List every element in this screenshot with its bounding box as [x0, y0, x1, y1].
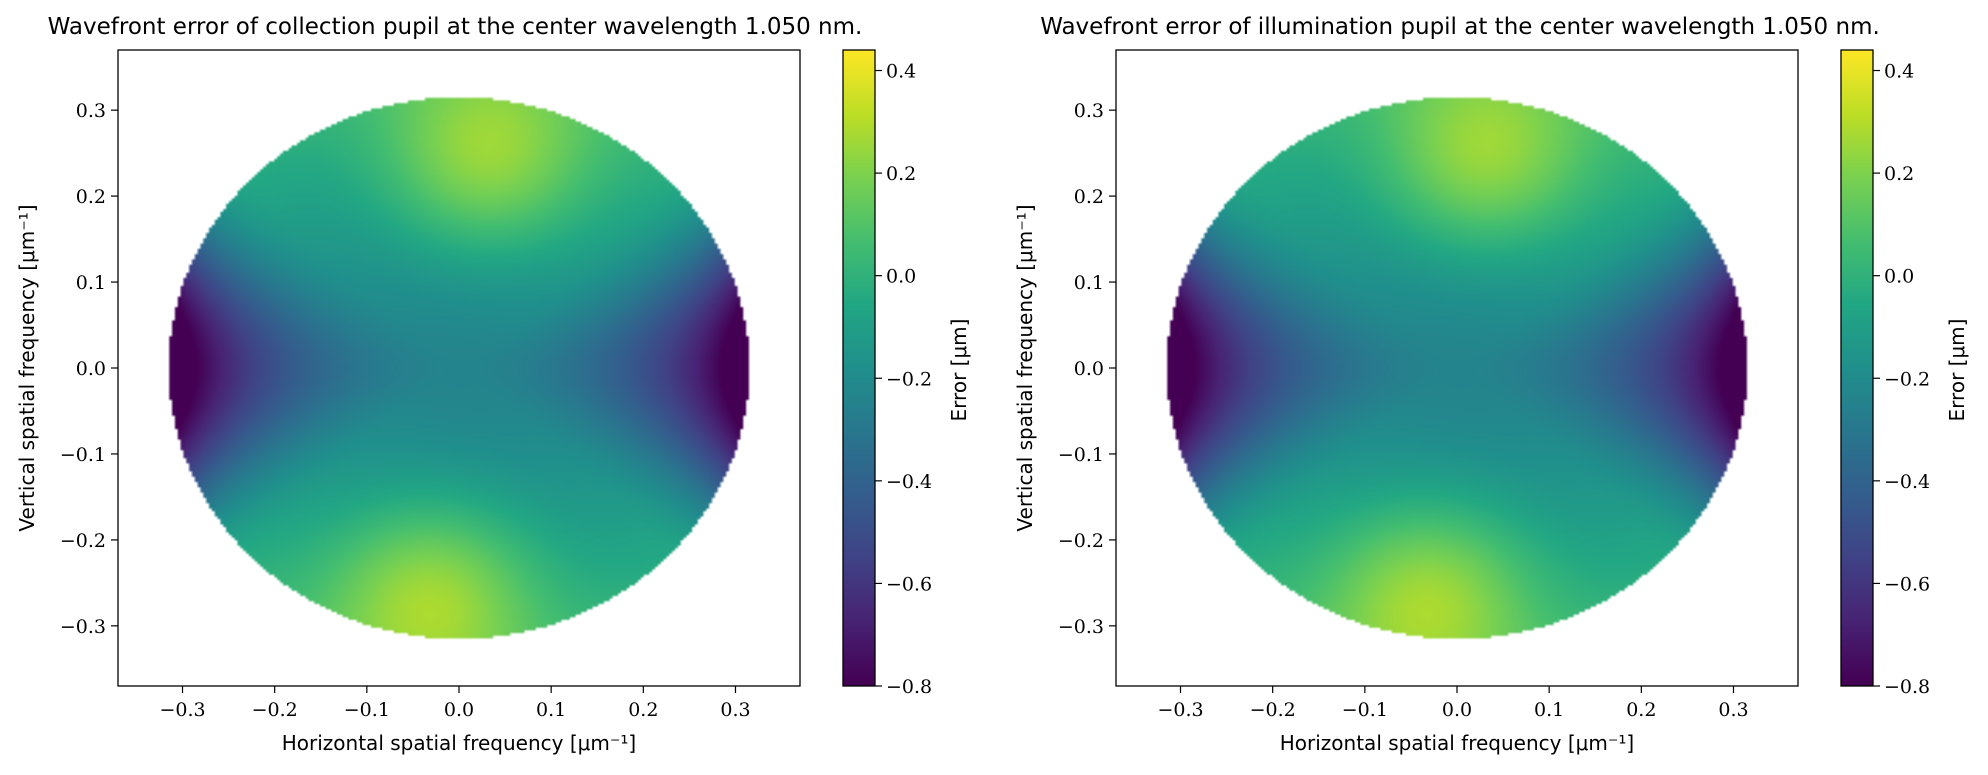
colorbar-tick-label: 0.0	[1884, 266, 1914, 288]
colorbar-tick-label: 0.2	[1884, 163, 1914, 185]
y-tick-label: 0.1	[1074, 272, 1104, 294]
y-tick-label: −0.1	[1058, 444, 1104, 466]
colorbar-tick-label: 0.0	[886, 266, 916, 288]
x-tick-label: 0.0	[444, 699, 474, 721]
colorbar-tick-label: 0.4	[886, 61, 916, 83]
x-tick-label: 0.0	[1442, 699, 1472, 721]
y-tick-label: −0.2	[60, 530, 106, 552]
colorbar-frame	[842, 49, 876, 687]
y-tick-label: −0.2	[1058, 530, 1104, 552]
colorbar-tick-group: −0.8 −0.6 −0.4 −0.2 0.0 0.2 0.4	[875, 61, 932, 698]
y-tick-label: 0.0	[76, 358, 106, 380]
x-tick-label: −0.1	[1342, 699, 1388, 721]
y-tick-group: −0.3 −0.2 −0.1 0.0 0.1 0.2 0.3	[1058, 100, 1116, 638]
wavefront-heatmap	[118, 50, 800, 686]
colorbar-label: Error [μm]	[1945, 319, 1969, 422]
y-axis-label: Vertical spatial frequency [μm⁻¹]	[15, 204, 39, 531]
collection-pupil-panel: Wavefront error of collection pupil at t…	[15, 14, 971, 755]
colorbar-tick-label: 0.4	[1884, 61, 1914, 83]
y-tick-label: −0.1	[60, 444, 106, 466]
x-axis-label: Horizontal spatial frequency [μm⁻¹]	[282, 731, 636, 755]
colorbar-tick-label: −0.2	[1884, 368, 1930, 390]
x-tick-label: 0.3	[720, 699, 750, 721]
colorbar-tick-label: −0.2	[886, 368, 932, 390]
colorbar-tick-label: −0.8	[1884, 676, 1930, 698]
colorbar-tick-label: −0.6	[886, 573, 932, 595]
colorbar-tick-label: −0.4	[886, 471, 932, 493]
x-tick-label: −0.3	[159, 699, 205, 721]
x-tick-label: 0.3	[1718, 699, 1748, 721]
colorbar-frame	[1840, 49, 1874, 687]
colorbar-tick-label: −0.6	[1884, 573, 1930, 595]
x-tick-label: 0.1	[1534, 699, 1564, 721]
colorbar-tick-group: −0.8 −0.6 −0.4 −0.2 0.0 0.2 0.4	[1873, 61, 1930, 698]
x-tick-label: −0.2	[1250, 699, 1296, 721]
y-tick-label: 0.2	[1074, 186, 1104, 208]
y-tick-label: −0.3	[60, 616, 106, 638]
y-tick-label: 0.1	[76, 272, 106, 294]
y-tick-label: 0.3	[76, 100, 106, 122]
x-tick-label: −0.2	[252, 699, 298, 721]
x-tick-group: −0.3 −0.2 −0.1 0.0 0.1 0.2 0.3	[1157, 686, 1749, 721]
y-tick-label: −0.3	[1058, 616, 1104, 638]
x-tick-label: 0.2	[628, 699, 658, 721]
colorbar-tick-label: −0.4	[1884, 471, 1930, 493]
wavefront-heatmap	[1116, 50, 1798, 686]
y-tick-label: 0.3	[1074, 100, 1104, 122]
colorbar-tick-label: −0.8	[886, 676, 932, 698]
illumination-pupil-panel: Wavefront error of illumination pupil at…	[1013, 14, 1969, 755]
y-tick-label: 0.0	[1074, 358, 1104, 380]
colorbar	[1841, 50, 1873, 686]
chart-title: Wavefront error of illumination pupil at…	[1040, 14, 1880, 40]
colorbar-label: Error [μm]	[947, 319, 971, 422]
x-tick-group: −0.3 −0.2 −0.1 0.0 0.1 0.2 0.3	[159, 686, 751, 721]
y-axis-label: Vertical spatial frequency [μm⁻¹]	[1013, 204, 1037, 531]
x-tick-label: 0.2	[1626, 699, 1656, 721]
colorbar	[843, 50, 875, 686]
y-tick-label: 0.2	[76, 186, 106, 208]
chart-title: Wavefront error of collection pupil at t…	[48, 14, 863, 40]
x-tick-label: −0.3	[1157, 699, 1203, 721]
y-tick-group: −0.3 −0.2 −0.1 0.0 0.1 0.2 0.3	[60, 100, 118, 638]
x-axis-label: Horizontal spatial frequency [μm⁻¹]	[1280, 731, 1634, 755]
colorbar-tick-label: 0.2	[886, 163, 916, 185]
x-tick-label: 0.1	[536, 699, 566, 721]
x-tick-label: −0.1	[344, 699, 390, 721]
